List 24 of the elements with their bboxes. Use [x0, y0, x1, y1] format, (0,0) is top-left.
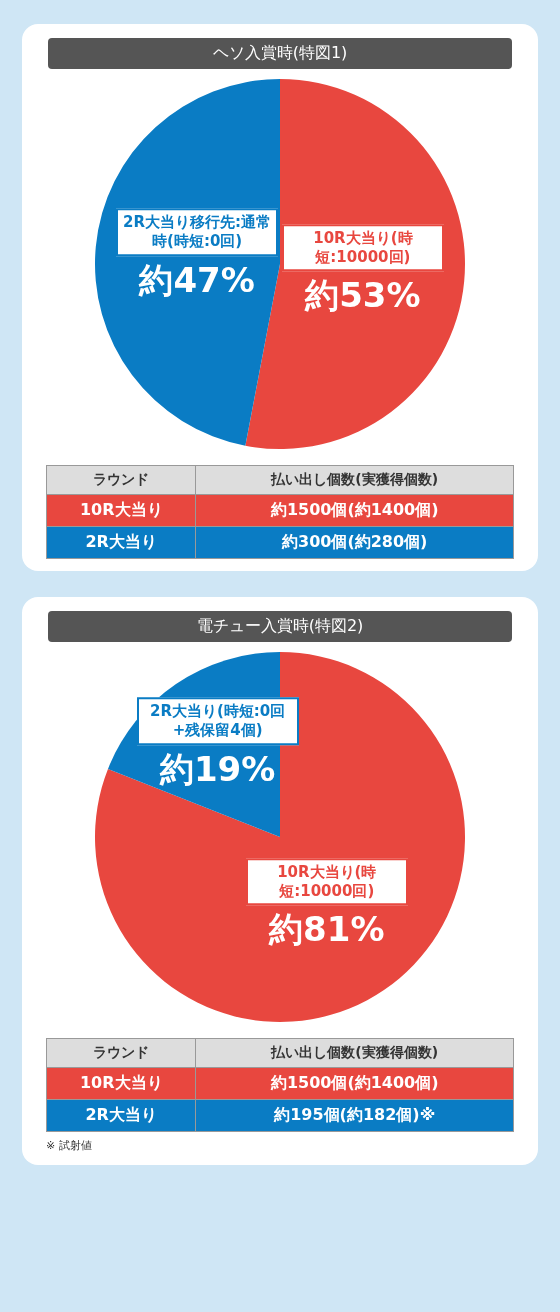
text: 10R大当り	[46, 494, 196, 527]
text: 払い出し個数(実獲得個数)	[195, 465, 514, 495]
text: ラウンド	[46, 465, 196, 495]
data-label: 約19%	[158, 747, 277, 791]
chart-title: 電チュー入賞時(特図2)	[48, 611, 512, 642]
text: 2R大当り	[46, 526, 196, 559]
text: 約195個(約182個)※	[195, 1099, 514, 1132]
text: ラウンド	[46, 1038, 196, 1068]
data-label: 約47%	[137, 258, 256, 302]
text: 10R大当り	[46, 1067, 196, 1100]
text: 約1500個(約1400個)	[195, 494, 514, 527]
slice-label: 10R大当り(時短:10000回)	[245, 858, 408, 906]
data-label: 約53%	[303, 274, 422, 318]
text: 約1500個(約1400個)	[195, 1067, 514, 1100]
pie-slice	[95, 652, 465, 1022]
slice-label: 2R大当り移行先:通常時(時短:0回)	[116, 208, 279, 256]
text: 2R大当り	[46, 1099, 196, 1132]
chart-title: ヘソ入賞時(特図1)	[48, 38, 512, 69]
text: 払い出し個数(実獲得個数)	[195, 1038, 514, 1068]
slice-label: 2R大当り(時短:0回+残保留4個)	[136, 697, 299, 745]
text: 約300個(約280個)	[195, 526, 514, 559]
slice-label: 10R大当り(時短:10000回)	[281, 224, 444, 272]
data-label: 約81%	[267, 908, 386, 952]
text: ※ 試射値	[46, 1138, 93, 1153]
